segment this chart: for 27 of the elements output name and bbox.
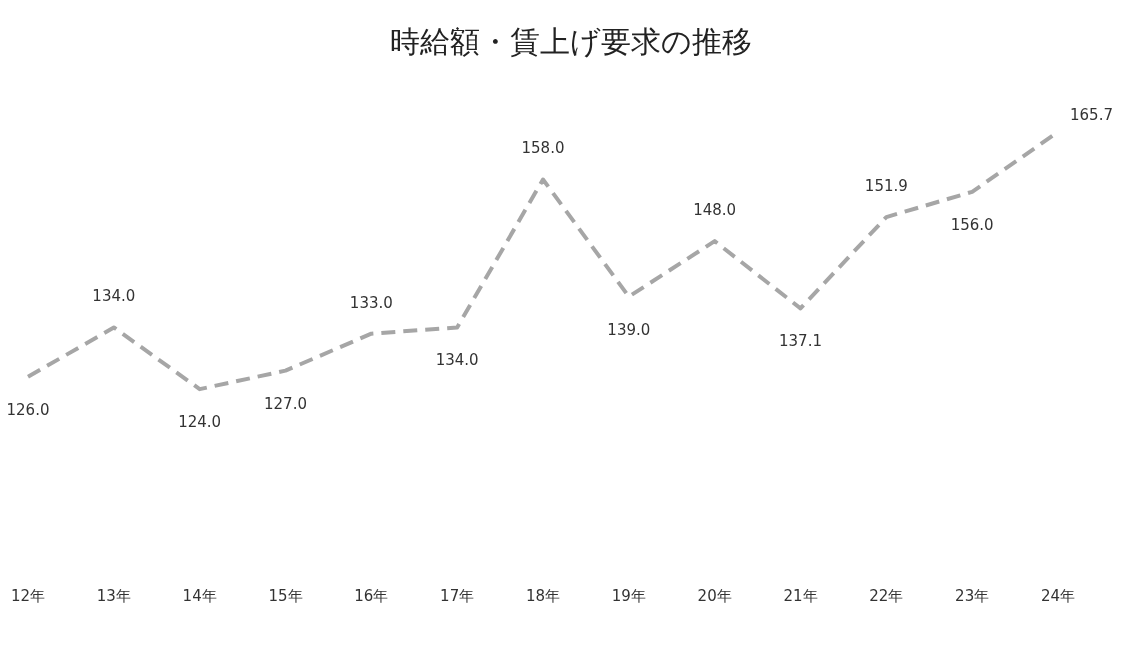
x-tick-label: 21年: [783, 586, 818, 605]
data-label: 127.0: [264, 394, 307, 413]
x-tick-label: 18年: [525, 586, 561, 605]
x-tick-label: 23年: [955, 586, 990, 605]
x-tick-label: 12年: [10, 586, 46, 605]
x-tick-label: 16年: [354, 586, 389, 605]
x-tick-label: 13年: [96, 586, 131, 605]
x-tick-label: 14年: [182, 586, 217, 605]
x-tick-label: 20年: [697, 586, 732, 605]
chart-title: 時給額・賃上げ要求の推移: [388, 23, 753, 61]
data-label: 137.1: [779, 332, 822, 351]
x-tick-label: 24年: [1040, 586, 1076, 605]
data-label: 148.0: [693, 201, 737, 220]
data-label: 156.0: [950, 215, 994, 234]
data-label: 158.0: [521, 139, 565, 158]
data-label: 134.0: [92, 287, 136, 306]
x-tick-label: 17年: [440, 586, 475, 605]
x-tick-label: 22年: [869, 586, 904, 605]
data-label: 124.0: [178, 413, 222, 432]
data-label: 133.0: [349, 293, 393, 312]
data-label: 134.0: [435, 351, 479, 370]
data-label: 151.9: [864, 177, 908, 196]
data-label: 165.7: [1070, 106, 1113, 124]
data-label: 126.0: [6, 400, 50, 419]
x-tick-label: 19年: [611, 586, 646, 605]
x-tick-label: 15年: [268, 586, 303, 605]
data-label: 139.0: [607, 320, 651, 339]
